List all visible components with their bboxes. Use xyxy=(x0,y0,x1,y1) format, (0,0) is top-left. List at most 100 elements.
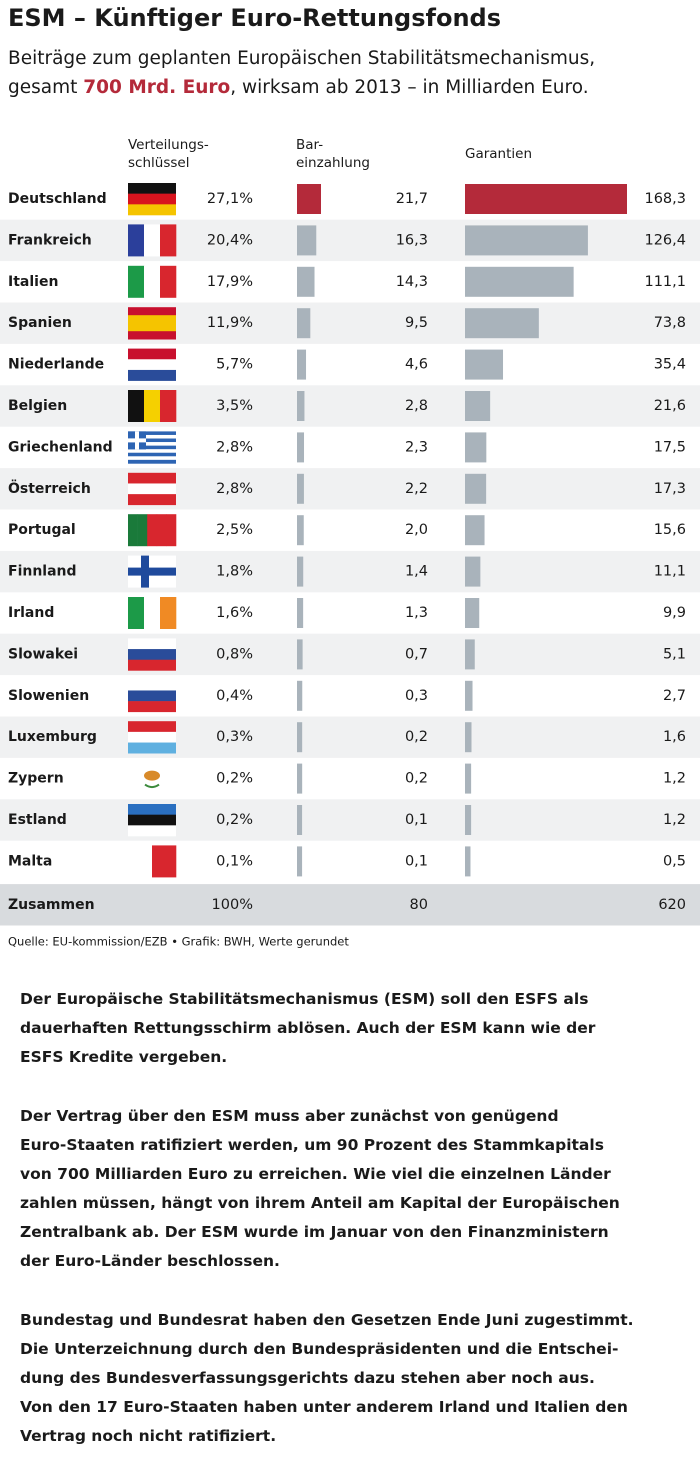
country-label: Frankreich xyxy=(8,232,92,248)
value-label: 2,2 xyxy=(405,481,428,497)
value-label: 14,3 xyxy=(396,274,428,290)
row-background xyxy=(0,385,700,427)
bar xyxy=(297,556,304,587)
bar xyxy=(465,639,475,670)
value-label: 1,2 xyxy=(663,812,686,828)
flag-part xyxy=(128,265,145,298)
flag-part xyxy=(160,265,177,298)
flag xyxy=(128,762,176,795)
value-label: 17,9% xyxy=(207,274,253,290)
bar xyxy=(297,391,305,421)
bar xyxy=(465,308,539,339)
flag-part xyxy=(128,434,176,439)
subtitle-text: gesamt xyxy=(8,77,84,98)
bar xyxy=(297,598,304,628)
value-label: 1,4 xyxy=(405,564,428,580)
country-label: Irland xyxy=(8,605,54,621)
country-label: Spanien xyxy=(8,315,72,331)
value-label: 9,5 xyxy=(405,315,428,331)
value-label: 2,8% xyxy=(216,439,253,455)
bar xyxy=(465,846,471,877)
flag-part xyxy=(128,742,176,754)
flag-part xyxy=(128,567,176,576)
country-label: Luxemburg xyxy=(8,729,97,745)
flag-part xyxy=(128,369,176,381)
value-label: 20,4% xyxy=(207,232,253,248)
subtitle: Beiträge zum geplanten Europäischen Stab… xyxy=(8,44,595,102)
value-label: 0,8% xyxy=(216,646,253,662)
value-label: 21,7 xyxy=(396,191,428,207)
flag-part xyxy=(156,514,167,547)
flag-part xyxy=(128,431,176,436)
country-label: Österreich xyxy=(8,479,91,497)
value-label: 168,3 xyxy=(644,191,686,207)
paragraph-line: Bundestag und Bundesrat haben den Gesetz… xyxy=(20,1311,634,1329)
bar xyxy=(465,680,473,711)
value-label: 27,1% xyxy=(207,191,253,207)
value-label: 5,1 xyxy=(663,646,686,662)
flag-part xyxy=(128,359,176,371)
flag-part xyxy=(128,456,176,461)
value-label: 2,8% xyxy=(216,481,253,497)
country-label: Slowakei xyxy=(8,646,78,662)
flag-part xyxy=(128,845,153,878)
flag-part xyxy=(128,472,176,484)
paragraph-line: dauerhaften Rettungsschirm ablösen. Auch… xyxy=(20,1019,596,1037)
value-label: 0,2% xyxy=(216,771,253,787)
bar xyxy=(297,680,303,711)
row-background xyxy=(0,550,700,593)
bar xyxy=(297,722,303,753)
total-value: 80 xyxy=(410,897,428,913)
bar xyxy=(465,266,574,297)
bar xyxy=(297,184,321,214)
column-header: Verteilungs- xyxy=(128,137,209,153)
flag-part xyxy=(128,679,176,691)
country-label: Deutschland xyxy=(8,191,107,207)
paragraph-line: Von den 17 Euro-Staaten haben unter ande… xyxy=(20,1398,628,1416)
value-label: 0,2 xyxy=(405,729,428,745)
flag-part xyxy=(128,445,176,450)
flag-part xyxy=(144,265,161,298)
flag-part xyxy=(144,770,160,781)
value-label: 4,6 xyxy=(405,357,428,373)
country-label: Slowenien xyxy=(8,688,89,704)
bar xyxy=(297,432,305,463)
flag-part xyxy=(137,514,148,547)
value-label: 17,5 xyxy=(654,439,686,455)
chart: Verteilungs-schlüssel Bar-einzahlung Garan… xyxy=(0,137,700,949)
country-label: Finnland xyxy=(8,564,77,580)
bar xyxy=(297,515,304,546)
value-label: 1,3 xyxy=(405,605,428,621)
bar xyxy=(297,349,307,380)
flag-part xyxy=(128,804,176,815)
flag xyxy=(128,348,176,381)
value-label: 0,1% xyxy=(216,853,253,869)
country-label: Belgien xyxy=(8,398,67,414)
flag xyxy=(128,597,177,629)
bar xyxy=(297,805,303,835)
value-label: 11,1 xyxy=(654,564,686,580)
flag-part xyxy=(128,307,176,316)
value-label: 126,4 xyxy=(644,232,686,248)
flag-part xyxy=(128,483,176,495)
flag xyxy=(128,638,176,671)
flag xyxy=(128,307,176,340)
flag xyxy=(128,721,176,754)
total-label: Zusammen xyxy=(8,897,95,913)
flag-part xyxy=(128,638,176,650)
subtitle-text: , wirksam ab 2013 – in Milliarden Euro. xyxy=(230,77,589,98)
flag xyxy=(128,265,177,298)
value-label: 3,5% xyxy=(216,398,253,414)
bar xyxy=(297,639,303,670)
flag-part xyxy=(128,494,176,506)
value-label: 0,5 xyxy=(663,853,686,869)
flag-part xyxy=(128,193,176,205)
column-header: Bar- xyxy=(296,137,323,153)
value-label: 0,4% xyxy=(216,688,253,704)
value-label: 21,6 xyxy=(654,398,686,414)
value-label: 16,3 xyxy=(396,232,428,248)
total-value: 100% xyxy=(212,897,253,913)
flag xyxy=(128,472,176,506)
total-row-background xyxy=(0,884,700,926)
value-label: 15,6 xyxy=(654,522,686,538)
